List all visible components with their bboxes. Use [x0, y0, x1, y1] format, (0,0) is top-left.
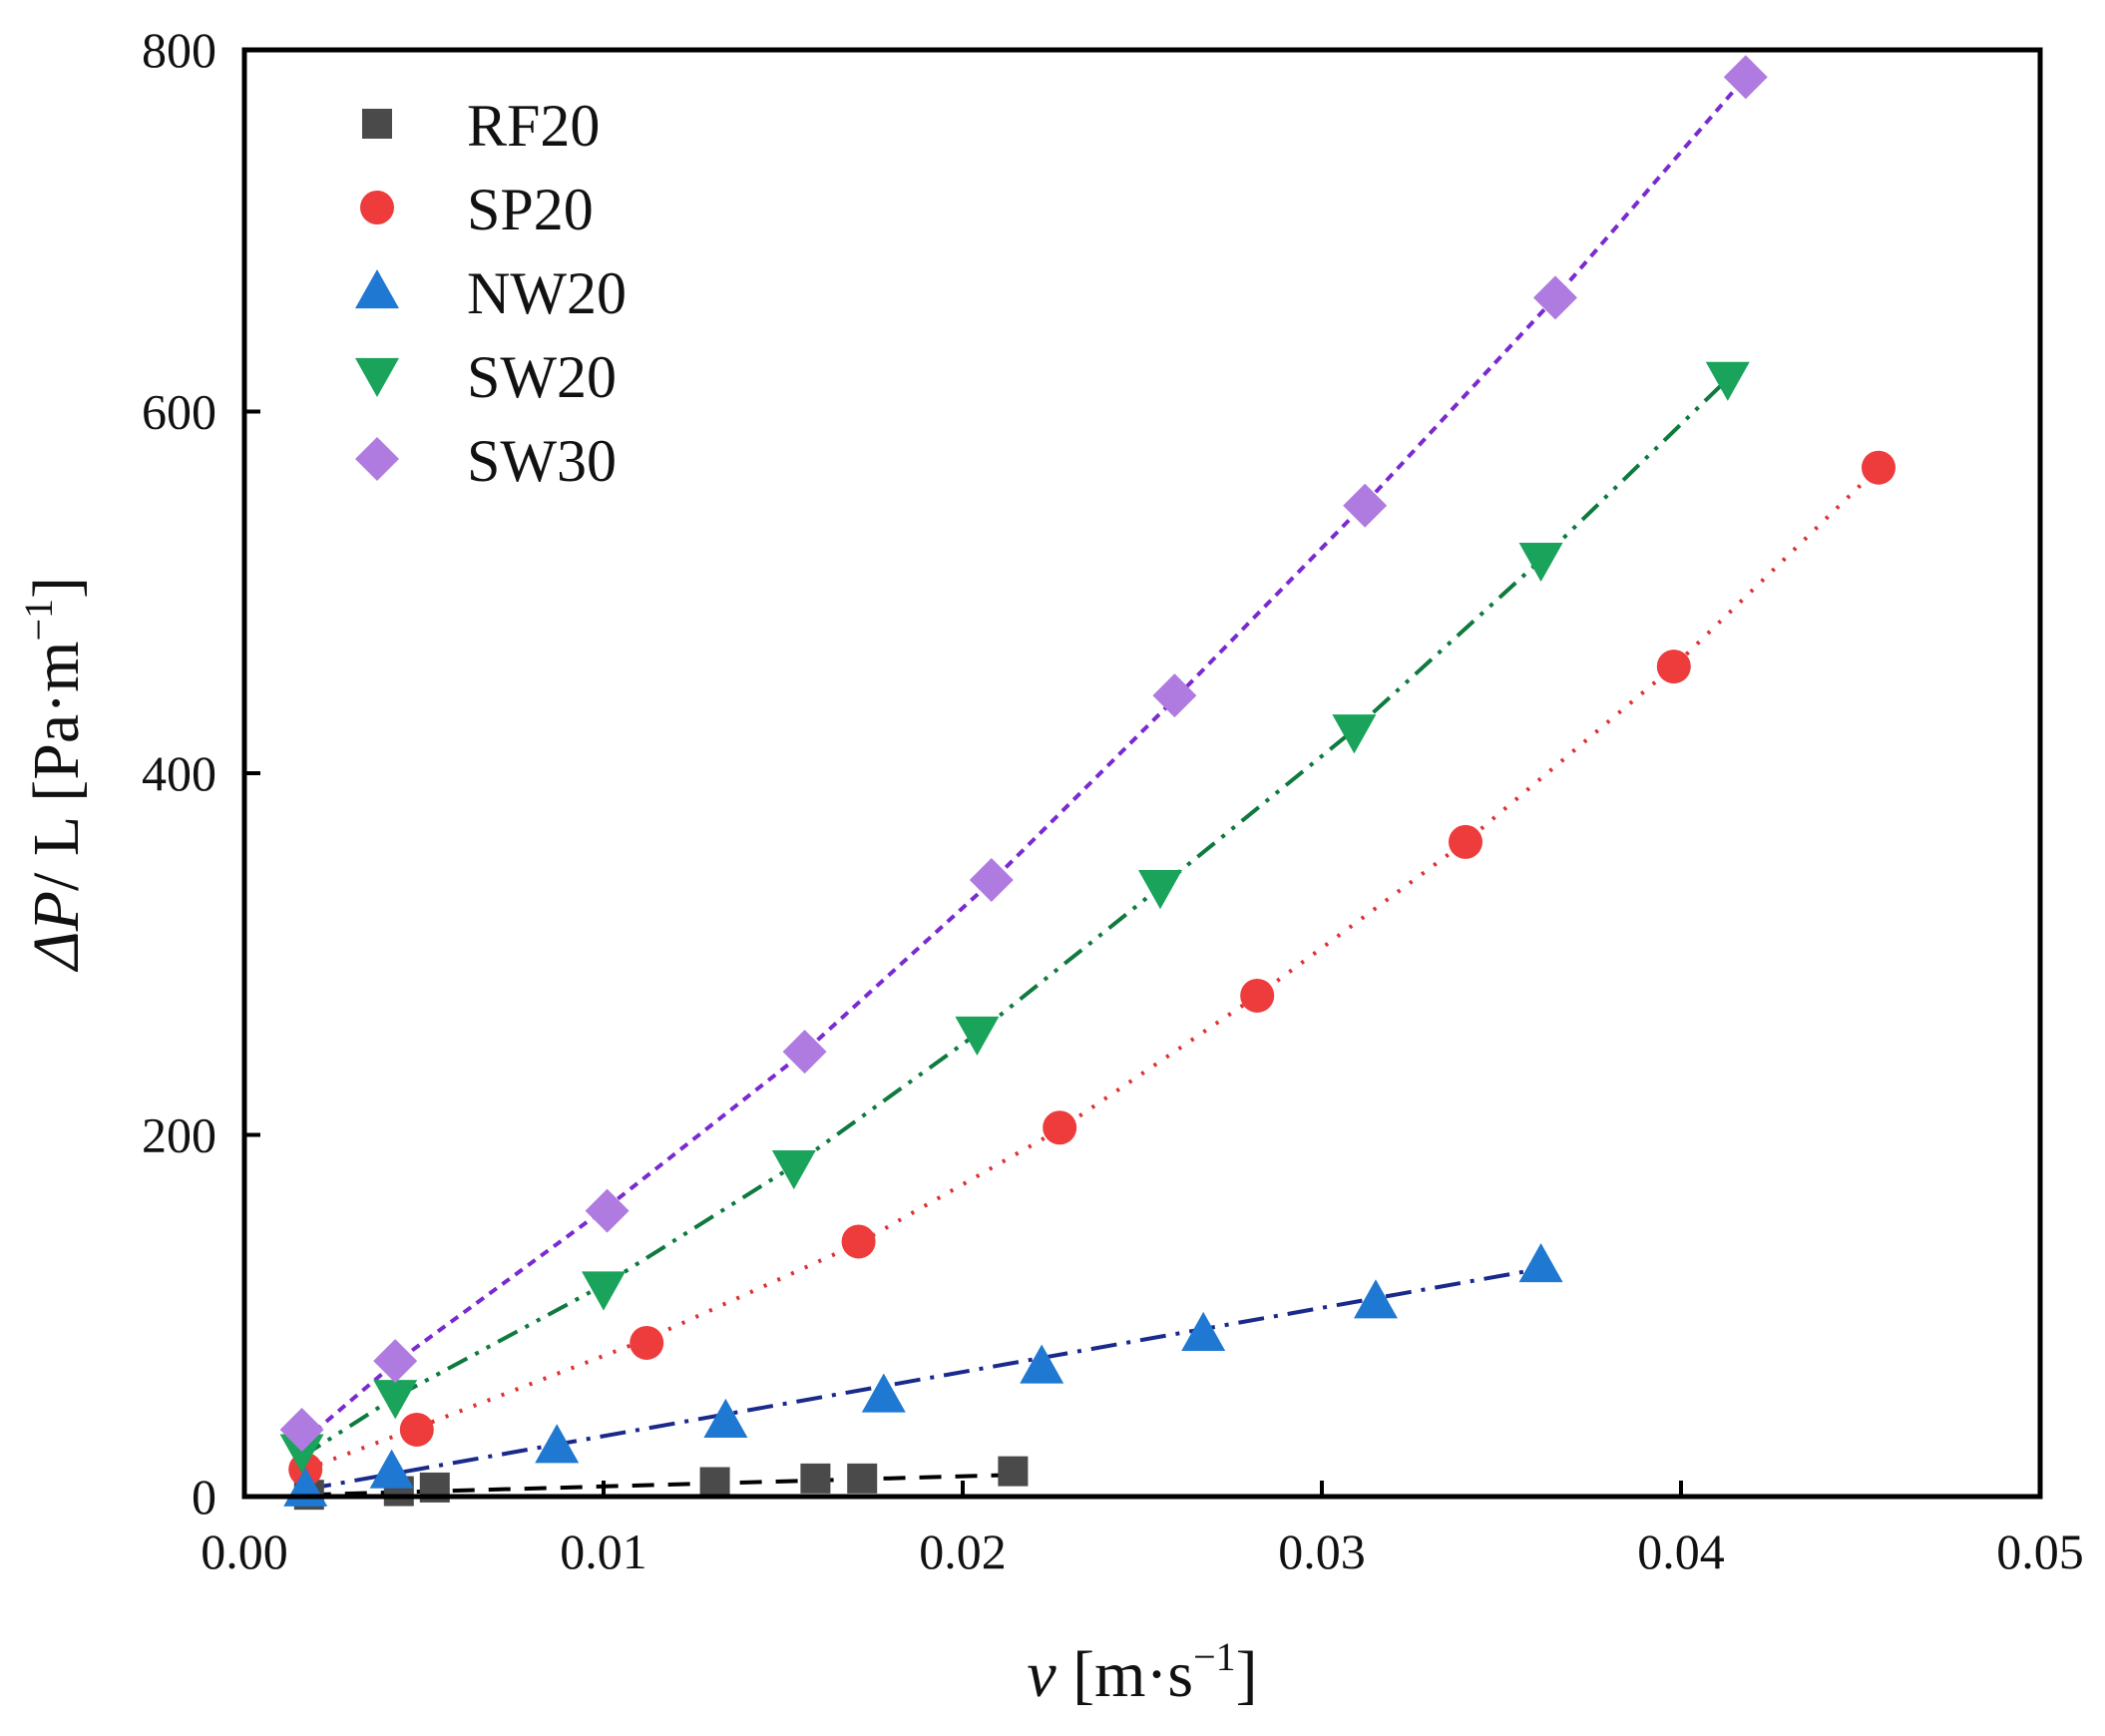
- y-tick-label: 800: [142, 22, 216, 78]
- x-tick-label: 0.01: [560, 1523, 647, 1579]
- data-point-sw30: [969, 857, 1014, 902]
- data-point-rf20: [800, 1463, 831, 1494]
- data-point-sw30: [1533, 275, 1577, 320]
- data-point-sw20: [582, 1271, 626, 1311]
- data-point-rf20: [847, 1463, 878, 1494]
- legend-label-sw30: SW30: [467, 428, 617, 494]
- x-axis-title-symbol: v: [1027, 1638, 1056, 1711]
- x-tick-label: 0.04: [1637, 1523, 1725, 1579]
- x-axis-title-exponent: −1: [1193, 1634, 1236, 1679]
- data-point-sw30: [1723, 55, 1768, 100]
- data-point-sw20: [1332, 714, 1377, 754]
- x-axis-title: v [m·s−1]: [1027, 1634, 1257, 1711]
- x-tick-label: 0.05: [1996, 1523, 2084, 1579]
- legend-marker-sw30: [355, 437, 399, 481]
- data-point-sw30: [1152, 673, 1197, 718]
- data-point-sp20: [841, 1224, 876, 1259]
- legend-label-rf20: RF20: [467, 93, 600, 159]
- data-point-nw20: [1354, 1279, 1398, 1319]
- data-point-sw30: [585, 1188, 630, 1233]
- data-point-sw20: [955, 1016, 1000, 1056]
- data-point-sw20: [373, 1380, 418, 1420]
- y-axis-title-close: ]: [20, 577, 93, 599]
- data-point-sw20: [1705, 361, 1750, 401]
- legend-marker-nw20: [355, 269, 399, 309]
- y-tick-label: 200: [142, 1107, 216, 1163]
- data-point-sw20: [1518, 542, 1563, 583]
- data-point-nw20: [1020, 1344, 1064, 1384]
- y-axis-title-unit: / L [Pa·m: [20, 641, 93, 891]
- fit-line-nw20: [304, 1266, 1541, 1492]
- data-point-nw20: [1518, 1243, 1563, 1283]
- x-tick-label: 0.03: [1278, 1523, 1366, 1579]
- ticks-group: 0.00 0.01 0.02 0.03 0.04 0.05 0 200 400 600 800: [142, 22, 2084, 1579]
- data-point-rf20: [998, 1456, 1029, 1487]
- data-point-sp20: [1240, 978, 1275, 1013]
- data-point-sw30: [782, 1030, 827, 1075]
- data-point-nw20: [703, 1398, 748, 1439]
- x-axis-title-close: ]: [1236, 1638, 1258, 1711]
- data-markers-group: [279, 55, 1895, 1511]
- legend: RF20 SP20 NW20 SW20 SW30: [355, 93, 627, 494]
- data-point-nw20: [1181, 1311, 1226, 1352]
- x-tick-label: 0.00: [201, 1523, 288, 1579]
- data-point-sw20: [279, 1434, 324, 1474]
- legend-marker-rf20: [362, 109, 392, 139]
- y-axis-title: ΔP/ L [Pa·m−1]: [16, 577, 93, 973]
- data-point-sw20: [771, 1149, 816, 1190]
- data-point-sw30: [1343, 483, 1388, 528]
- y-axis-title-symbol: ΔP: [20, 891, 93, 973]
- data-point-sw20: [1138, 870, 1182, 910]
- data-point-sp20: [1862, 450, 1895, 485]
- legend-marker-sp20: [360, 191, 394, 224]
- legend-marker-sw20: [355, 357, 399, 397]
- y-tick-label: 400: [142, 745, 216, 801]
- data-point-sp20: [1656, 650, 1691, 684]
- data-point-sw30: [373, 1339, 418, 1384]
- fit-line-sw30: [300, 75, 1748, 1445]
- data-point-sp20: [1043, 1110, 1077, 1145]
- data-point-sw30: [279, 1407, 324, 1452]
- y-axis-title-exponent: −1: [16, 599, 61, 642]
- y-tick-label: 0: [192, 1469, 216, 1524]
- x-tick-label: 0.02: [919, 1523, 1007, 1579]
- legend-label-nw20: NW20: [467, 260, 627, 326]
- data-point-sp20: [399, 1412, 434, 1447]
- y-tick-label: 600: [142, 384, 216, 440]
- data-point-nw20: [369, 1449, 414, 1489]
- data-point-sp20: [630, 1325, 664, 1360]
- data-point-sp20: [1449, 824, 1482, 859]
- legend-label-sw20: SW20: [467, 344, 617, 410]
- legend-label-sp20: SP20: [467, 177, 594, 242]
- data-point-nw20: [535, 1424, 580, 1464]
- data-point-rf20: [699, 1467, 730, 1498]
- x-axis-title-unit: [m·s: [1056, 1638, 1193, 1711]
- data-point-nw20: [861, 1373, 906, 1413]
